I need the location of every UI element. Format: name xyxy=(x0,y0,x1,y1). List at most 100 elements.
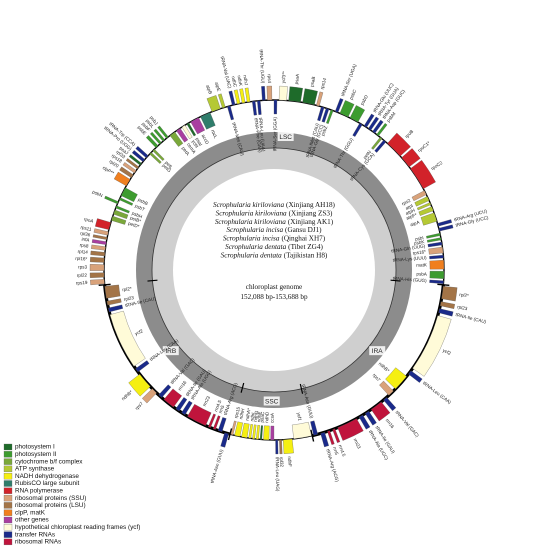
gene-label: rps18 xyxy=(111,153,124,164)
species-line: Scrophularia incisa (Gansu DJ1) xyxy=(226,226,322,234)
gene-label: tRNA-Leu (CAA) xyxy=(422,380,452,405)
boundary-tick xyxy=(310,429,315,442)
gene-label: ndhB* xyxy=(121,389,134,401)
gene-block xyxy=(113,209,129,219)
species-name: Scrophularia kiriloviana xyxy=(215,218,286,226)
gene-block xyxy=(119,197,134,206)
gene-label: ycf2 xyxy=(442,348,452,356)
gene-label: ycf1 xyxy=(296,412,302,422)
species-line: Scrophularia incisa (Qinghai XH7) xyxy=(223,235,326,243)
gene-block xyxy=(239,88,246,104)
gene-block xyxy=(122,162,137,174)
gene-label: rpl20 xyxy=(108,159,120,169)
boundary-tick xyxy=(98,283,111,287)
gene-label: ndhJ xyxy=(242,75,248,86)
legend-swatch xyxy=(3,473,13,480)
gene-block xyxy=(374,139,387,153)
species-locality: (Gansu DJ1) xyxy=(285,226,322,234)
gene-label: tRNA-Lys (UUU) xyxy=(393,255,428,263)
gene-label: matK xyxy=(416,262,428,267)
region-label-bg xyxy=(162,346,179,356)
gene-label: rps7 xyxy=(372,372,382,382)
species-name: Scrophularia incisa xyxy=(226,226,283,234)
gene-block xyxy=(248,424,253,439)
gene-label: rpoC2 xyxy=(430,160,444,171)
legend-swatch xyxy=(3,458,13,465)
legend-swatch xyxy=(3,443,13,451)
species-name: Scrophularia kiriloviana xyxy=(216,209,287,217)
gene-label: atpB xyxy=(205,84,213,95)
gene-label: psaI xyxy=(194,137,203,147)
species-locality: (Tajikistan H8) xyxy=(284,251,328,259)
gene-block xyxy=(410,160,436,189)
gene-block xyxy=(128,373,151,397)
gene-label: rpoC1* xyxy=(417,140,431,153)
gene-block xyxy=(227,105,234,121)
legend-swatch xyxy=(3,509,13,516)
gene-block xyxy=(233,89,241,105)
species-locality: (Xinjiang AK1) xyxy=(288,218,334,226)
gene-block xyxy=(416,202,432,211)
gene-block xyxy=(411,190,427,202)
gene-block xyxy=(125,158,140,170)
gene-block xyxy=(212,415,221,430)
gene-label: rpl14 xyxy=(77,249,88,255)
gene-label: ndhG xyxy=(253,410,259,422)
gene-block xyxy=(263,425,270,441)
gene-block xyxy=(278,85,288,101)
gene-label: atpA xyxy=(410,219,421,227)
legend-swatch xyxy=(3,494,13,502)
boundary-tick xyxy=(390,279,401,282)
legend-swatch xyxy=(3,451,13,458)
gene-block xyxy=(95,218,111,230)
gene-block xyxy=(288,86,303,103)
gene-block xyxy=(370,401,391,422)
gene-block xyxy=(283,438,294,454)
gene-label: rrn5 xyxy=(218,404,226,414)
gene-block xyxy=(217,93,226,109)
gene-block xyxy=(244,87,251,103)
gene-block xyxy=(234,421,243,437)
gene-label: tRNA-Thr (UGU) xyxy=(259,49,266,84)
species-line: Scrophularia kiriloviana (Xinjiang AH18) xyxy=(213,201,336,209)
gene-block xyxy=(429,254,444,260)
gene-label: ycf2 xyxy=(134,328,144,336)
gene-label: infA xyxy=(81,237,91,243)
legend-label: ATP synthase xyxy=(15,466,55,473)
gene-block xyxy=(358,414,371,430)
boundary-tick xyxy=(147,279,158,282)
gene-block xyxy=(441,286,458,302)
gene-label: rpl33 xyxy=(115,149,127,159)
gene-block xyxy=(412,315,452,377)
gene-label: rpl2* xyxy=(122,286,132,292)
gene-label: petL xyxy=(164,160,174,170)
gene-block xyxy=(111,215,127,225)
gene-label: psbC xyxy=(348,88,357,100)
legend-label: NADH dehydrogenase xyxy=(15,473,79,480)
gene-block xyxy=(279,439,283,455)
gene-block xyxy=(115,205,130,214)
gene-label: psbZ xyxy=(320,125,328,136)
gene-block xyxy=(252,424,257,440)
gene-block xyxy=(90,279,105,286)
gene-label: psaA xyxy=(294,73,300,85)
gene-label: psbF xyxy=(141,121,152,132)
legend-swatch xyxy=(3,487,13,494)
gene-block xyxy=(302,88,318,106)
gene-block xyxy=(387,132,411,157)
gene-block xyxy=(428,246,444,255)
gene-label: psaB xyxy=(309,76,316,87)
gene-label: rps7 xyxy=(134,401,144,411)
gene-label: rpl36 xyxy=(80,231,91,238)
gene-block xyxy=(206,95,221,112)
gene-label: tRNA-Ile (CAU) xyxy=(455,312,487,324)
gene-block xyxy=(190,117,205,135)
gene-label: tRNA-Val (UAC) xyxy=(220,56,233,90)
gene-label: ndhK xyxy=(236,75,243,87)
gene-block xyxy=(228,90,236,106)
region-label-bg xyxy=(263,396,280,406)
gene-label: rpoA xyxy=(83,216,95,224)
legend-label: hypothetical chloroplast reading frames … xyxy=(15,524,140,531)
legend-swatch xyxy=(3,502,13,509)
gene-block xyxy=(106,298,122,306)
